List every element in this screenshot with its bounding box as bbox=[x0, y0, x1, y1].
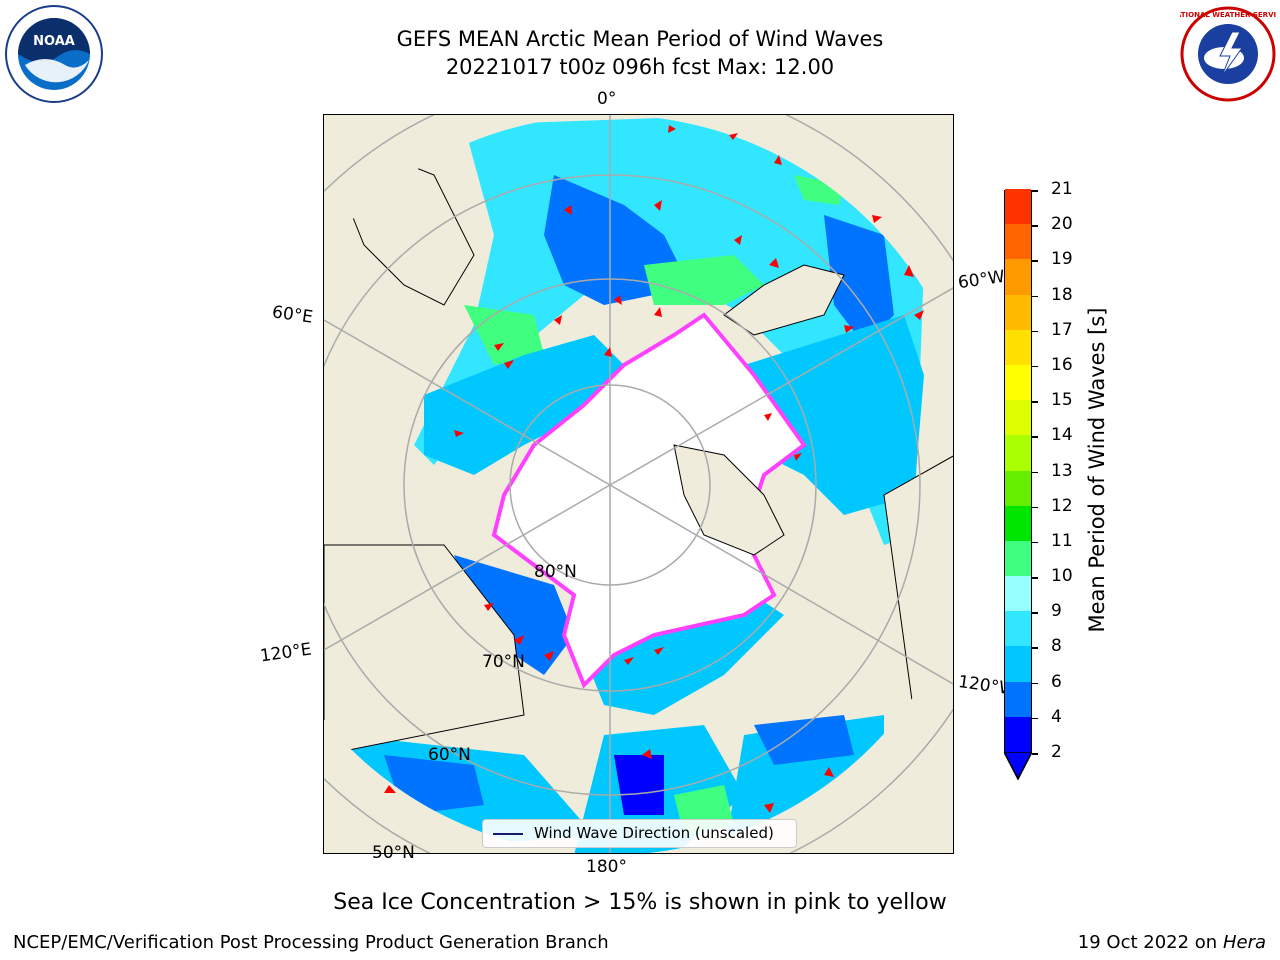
footer-branch: NCEP/EMC/Verification Post Processing Pr… bbox=[13, 932, 609, 953]
colorbar-segment bbox=[1005, 505, 1031, 541]
colorbar-tick-label: 15 bbox=[1032, 390, 1073, 410]
map-svg bbox=[324, 115, 953, 853]
colorbar-segment bbox=[1005, 223, 1031, 260]
label-lon-60w: 60°W bbox=[956, 266, 1007, 294]
colorbar-segment bbox=[1005, 294, 1031, 330]
label-lat-50: 50°N bbox=[372, 843, 415, 863]
chart-title-line1: GEFS MEAN Arctic Mean Period of Wind Wav… bbox=[396, 27, 884, 51]
colorbar-segment bbox=[1005, 329, 1031, 365]
colorbar-tick-label: 11 bbox=[1032, 531, 1073, 551]
colorbar-tick-label: 14 bbox=[1032, 425, 1073, 445]
colorbar-tick-label: 18 bbox=[1032, 285, 1073, 305]
colorbar-tick-label: 10 bbox=[1032, 566, 1073, 586]
noaa-logo-text: NOAA bbox=[33, 34, 75, 49]
nws-logo: NATIONAL WEATHER SERVICE bbox=[1170, 6, 1280, 102]
colorbar-tick-label: 8 bbox=[1032, 636, 1062, 656]
colorbar-tick-label: 13 bbox=[1032, 461, 1073, 481]
colorbar-segment bbox=[1005, 716, 1031, 752]
colorbar-tick-label: 16 bbox=[1032, 355, 1073, 375]
colorbar-segment bbox=[1005, 540, 1031, 577]
colorbar-segment bbox=[1005, 399, 1031, 436]
colorbar-tick-label: 4 bbox=[1032, 707, 1062, 727]
colorbar-segment bbox=[1005, 434, 1031, 471]
label-lat-60: 60°N bbox=[428, 745, 471, 765]
colorbar-tick-label: 12 bbox=[1032, 496, 1073, 516]
label-lon-120e: 120°E bbox=[258, 639, 313, 667]
chart-title-line2: 20221017 t00z 096h fcst Max: 12.00 bbox=[445, 55, 835, 79]
label-lon-60e: 60°E bbox=[270, 302, 315, 328]
colorbar-segment bbox=[1005, 645, 1031, 682]
wind-wave-arrows bbox=[384, 125, 924, 813]
colorbar-segment bbox=[1005, 188, 1031, 225]
colorbar-segment bbox=[1005, 610, 1031, 647]
colorbar-tick-label: 19 bbox=[1032, 249, 1073, 269]
colorbar-segment bbox=[1005, 364, 1031, 401]
colorbar-segment bbox=[1005, 258, 1031, 295]
footer-date-text: 19 Oct 2022 on bbox=[1077, 932, 1223, 953]
label-lat-80: 80°N bbox=[534, 562, 577, 582]
footer-date: 19 Oct 2022 on Hera bbox=[1078, 932, 1266, 953]
nws-logo-text: NATIONAL WEATHER SERVICE bbox=[1180, 11, 1276, 19]
sea-ice-caption: Sea Ice Concentration > 15% is shown in … bbox=[333, 890, 947, 915]
colorbar-tick-label: 6 bbox=[1032, 672, 1062, 692]
colorbar-tick-label: 2 bbox=[1032, 742, 1062, 762]
polar-map: Wind Wave Direction (unscaled) bbox=[323, 114, 954, 854]
label-lat-70: 70°N bbox=[482, 652, 525, 672]
colorbar-tick-label: 20 bbox=[1032, 214, 1073, 234]
colorbar bbox=[1004, 188, 1032, 753]
label-lon-180: 180° bbox=[586, 857, 627, 877]
footer-host: Hera bbox=[1222, 932, 1266, 953]
legend-line-icon bbox=[493, 833, 523, 835]
colorbar-label: Mean Period of Wind Waves [s] bbox=[1085, 307, 1109, 633]
colorbar-extend-triangle bbox=[1004, 752, 1032, 780]
colorbar-segment bbox=[1005, 575, 1031, 612]
legend-label: Wind Wave Direction (unscaled) bbox=[534, 824, 774, 842]
colorbar-tick-label: 21 bbox=[1032, 179, 1073, 199]
colorbar-segment bbox=[1005, 681, 1031, 717]
colorbar-segment bbox=[1005, 470, 1031, 506]
colorbar-tick-label: 17 bbox=[1032, 320, 1073, 340]
label-lon-0: 0° bbox=[597, 89, 617, 109]
colorbar-tick-label: 9 bbox=[1032, 601, 1062, 621]
noaa-logo: NOAA bbox=[5, 5, 103, 103]
map-legend: Wind Wave Direction (unscaled) bbox=[482, 819, 797, 848]
